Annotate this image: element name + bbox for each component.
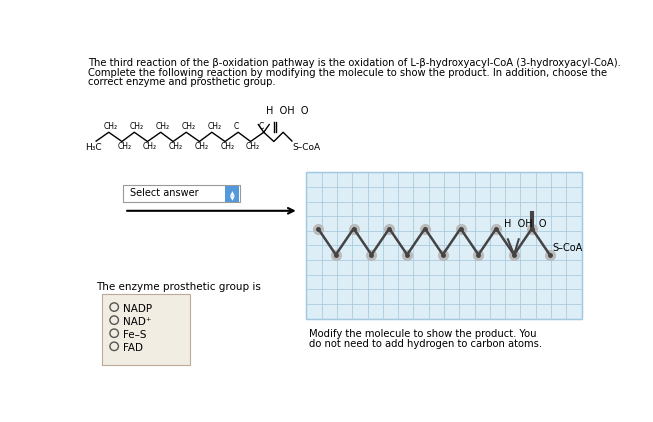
Text: CH₂: CH₂ xyxy=(104,122,118,132)
FancyBboxPatch shape xyxy=(123,185,240,202)
Text: CH₂: CH₂ xyxy=(220,142,234,151)
Text: The enzyme prosthetic group is: The enzyme prosthetic group is xyxy=(95,281,261,292)
Text: S–CoA: S–CoA xyxy=(553,243,583,253)
Text: C: C xyxy=(234,122,239,132)
Text: H  OH  O: H OH O xyxy=(504,219,547,228)
Text: H₃C: H₃C xyxy=(86,143,102,152)
Text: CH₂: CH₂ xyxy=(207,122,221,132)
Text: CH₂: CH₂ xyxy=(246,142,260,151)
Text: CH₂: CH₂ xyxy=(118,142,131,151)
Text: Complete the following reaction by modifying the molecule to show the product. I: Complete the following reaction by modif… xyxy=(88,68,607,78)
Text: CH₂: CH₂ xyxy=(143,142,157,151)
Text: Modify the molecule to show the product. You: Modify the molecule to show the product.… xyxy=(309,330,536,339)
Text: ▲: ▲ xyxy=(230,192,234,197)
Text: correct enzyme and prosthetic group.: correct enzyme and prosthetic group. xyxy=(88,77,276,87)
Text: NAD⁺: NAD⁺ xyxy=(123,317,152,327)
Text: NADP: NADP xyxy=(123,304,153,314)
Text: The third reaction of the β-oxidation pathway is the oxidation of L-β-hydroxyacy: The third reaction of the β-oxidation pa… xyxy=(88,58,621,68)
Text: Select answer: Select answer xyxy=(131,189,199,198)
Text: S–CoA: S–CoA xyxy=(293,143,321,152)
Text: do not need to add hydrogen to carbon atoms.: do not need to add hydrogen to carbon at… xyxy=(309,338,542,349)
FancyBboxPatch shape xyxy=(102,294,190,365)
FancyBboxPatch shape xyxy=(306,172,582,319)
Text: CH₂: CH₂ xyxy=(168,142,183,151)
FancyBboxPatch shape xyxy=(225,186,239,202)
Text: CH₂: CH₂ xyxy=(156,122,170,132)
Text: FAD: FAD xyxy=(123,343,144,353)
Text: ▼: ▼ xyxy=(230,196,234,201)
Text: H  OH  O: H OH O xyxy=(266,106,309,116)
Text: CH₂: CH₂ xyxy=(130,122,144,132)
Text: CH₂: CH₂ xyxy=(182,122,196,132)
Text: Fe–S: Fe–S xyxy=(123,330,147,340)
Text: C: C xyxy=(259,122,264,132)
Text: CH₂: CH₂ xyxy=(195,142,209,151)
